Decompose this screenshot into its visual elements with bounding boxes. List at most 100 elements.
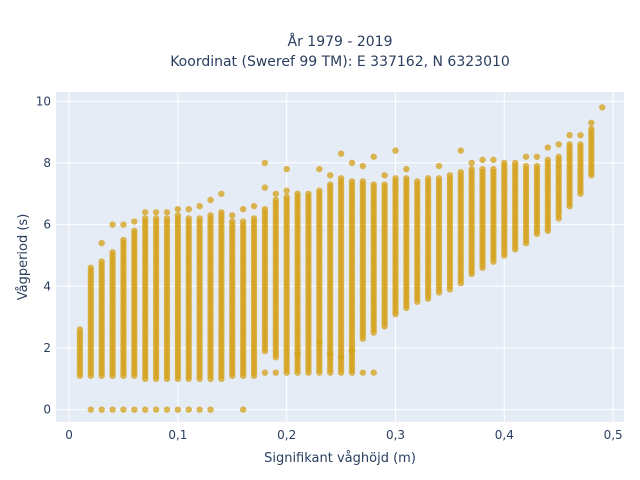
- data-points: [76, 104, 606, 413]
- data-point-outlier: [109, 406, 116, 413]
- data-point: [98, 258, 105, 265]
- data-point-outlier: [544, 144, 552, 151]
- data-point: [316, 187, 323, 194]
- y-tick-label: 2: [43, 341, 51, 355]
- data-point: [577, 141, 584, 148]
- data-point-outlier: [294, 190, 301, 197]
- data-point: [522, 162, 530, 170]
- data-point-outlier: [370, 369, 377, 376]
- data-point-outlier: [348, 159, 356, 167]
- data-point-outlier: [359, 162, 367, 170]
- data-point-outlier: [98, 239, 105, 247]
- data-point-outlier: [163, 406, 171, 413]
- data-point-outlier: [577, 131, 584, 139]
- data-point-outlier: [142, 209, 149, 216]
- data-point-outlier: [392, 147, 399, 154]
- y-axis-label: Vågperiod (s): [16, 214, 31, 301]
- y-tick-label: 6: [43, 218, 51, 232]
- data-point-outlier: [327, 172, 334, 179]
- data-point-outlier: [381, 172, 388, 179]
- data-point: [250, 215, 258, 222]
- data-point: [414, 178, 421, 185]
- data-point-outlier: [522, 153, 530, 160]
- data-point-outlier: [109, 221, 116, 228]
- data-point: [479, 165, 486, 173]
- data-point: [588, 125, 595, 133]
- data-point: [163, 215, 171, 222]
- data-point-outlier: [261, 369, 269, 376]
- data-point: [207, 212, 214, 219]
- data-point: [305, 190, 312, 197]
- data-point-outlier: [435, 162, 443, 170]
- data-point: [468, 165, 475, 173]
- data-point: [261, 205, 269, 213]
- data-point-outlier: [207, 406, 214, 413]
- data-point: [174, 212, 182, 219]
- data-point: [272, 196, 280, 204]
- data-point-outlier: [229, 212, 236, 219]
- data-point: [533, 162, 541, 170]
- y-axis-ticks: 0 2 4 6 8 10: [36, 94, 51, 416]
- data-point: [120, 236, 127, 244]
- data-point-outlier: [294, 350, 301, 358]
- data-point-outlier: [239, 205, 247, 213]
- data-point-outlier: [316, 338, 323, 346]
- data-point-outlier: [98, 406, 105, 413]
- data-point: [337, 175, 345, 182]
- data-point-outlier: [87, 406, 95, 413]
- data-point-outlier: [370, 153, 377, 160]
- x-axis-label: Signifikant våghöjd (m): [264, 451, 416, 466]
- x-tick-label: 0,4: [495, 428, 514, 442]
- y-tick-label: 0: [43, 403, 51, 417]
- data-point-outlier: [490, 156, 497, 164]
- data-point-outlier: [185, 205, 192, 213]
- data-point-outlier: [120, 406, 127, 413]
- data-point-outlier: [316, 165, 323, 173]
- data-point-outlier: [555, 141, 562, 148]
- data-point-outlier: [250, 202, 258, 210]
- data-point: [327, 181, 334, 188]
- data-point-outlier: [283, 165, 290, 173]
- data-point-outlier: [239, 406, 247, 413]
- data-point-outlier: [142, 406, 149, 413]
- data-point: [457, 168, 464, 176]
- data-point: [239, 218, 247, 225]
- y-tick-label: 4: [43, 279, 51, 293]
- x-tick-label: 0,3: [386, 428, 405, 442]
- data-point-outlier: [218, 190, 225, 197]
- data-point-outlier: [131, 218, 138, 225]
- data-point-outlier: [403, 165, 410, 173]
- data-point: [424, 175, 432, 182]
- data-point-outlier: [479, 156, 486, 164]
- data-point-outlier: [131, 406, 138, 413]
- x-tick-label: 0,5: [604, 428, 623, 442]
- x-axis-ticks: 0 0,1 0,2 0,3 0,4 0,5: [65, 428, 622, 442]
- data-point-outlier: [272, 190, 280, 197]
- data-point-outlier: [174, 406, 182, 413]
- data-point-outlier: [174, 205, 182, 213]
- data-point: [403, 175, 410, 182]
- data-point-outlier: [359, 369, 367, 376]
- data-point: [544, 156, 552, 164]
- data-point-outlier: [196, 406, 203, 413]
- data-point: [109, 249, 116, 256]
- data-point-outlier: [196, 202, 203, 210]
- data-point-outlier: [163, 209, 171, 216]
- data-point: [218, 209, 225, 216]
- y-tick-label: 8: [43, 156, 51, 170]
- data-point: [566, 141, 573, 148]
- data-point: [555, 153, 562, 160]
- data-point-outlier: [261, 184, 269, 191]
- data-point: [359, 178, 367, 185]
- data-point: [283, 193, 290, 201]
- data-point-outlier: [533, 153, 541, 160]
- data-point: [392, 175, 399, 182]
- data-point-outlier: [152, 209, 160, 216]
- data-point-outlier: [566, 131, 573, 139]
- data-point: [196, 215, 203, 222]
- chart-title-line2: Koordinat (Sweref 99 TM): E 337162, N 63…: [170, 54, 510, 70]
- y-tick-label: 10: [36, 94, 51, 108]
- data-point-outlier: [185, 406, 192, 413]
